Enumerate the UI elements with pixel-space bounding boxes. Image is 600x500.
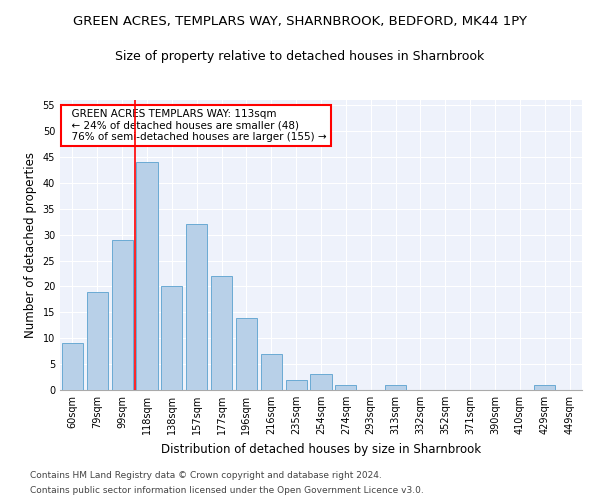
Text: GREEN ACRES TEMPLARS WAY: 113sqm
  ← 24% of detached houses are smaller (48)
  7: GREEN ACRES TEMPLARS WAY: 113sqm ← 24% o… [65, 108, 327, 142]
Bar [62, 344, 83, 390]
X-axis label: Distribution of detached houses by size in Sharnbrook: Distribution of detached houses by size … [161, 442, 481, 456]
Bar [136, 162, 158, 390]
Bar [211, 276, 232, 390]
Bar [161, 286, 182, 390]
Bar [112, 240, 133, 390]
Bar [87, 292, 108, 390]
Text: Contains public sector information licensed under the Open Government Licence v3: Contains public sector information licen… [30, 486, 424, 495]
Bar [385, 385, 406, 390]
Bar [534, 385, 555, 390]
Bar [261, 354, 282, 390]
Text: Size of property relative to detached houses in Sharnbrook: Size of property relative to detached ho… [115, 50, 485, 63]
Bar [335, 385, 356, 390]
Bar [186, 224, 207, 390]
Bar [236, 318, 257, 390]
Y-axis label: Number of detached properties: Number of detached properties [24, 152, 37, 338]
Text: GREEN ACRES, TEMPLARS WAY, SHARNBROOK, BEDFORD, MK44 1PY: GREEN ACRES, TEMPLARS WAY, SHARNBROOK, B… [73, 15, 527, 28]
Bar [286, 380, 307, 390]
Text: Contains HM Land Registry data © Crown copyright and database right 2024.: Contains HM Land Registry data © Crown c… [30, 471, 382, 480]
Bar [310, 374, 332, 390]
